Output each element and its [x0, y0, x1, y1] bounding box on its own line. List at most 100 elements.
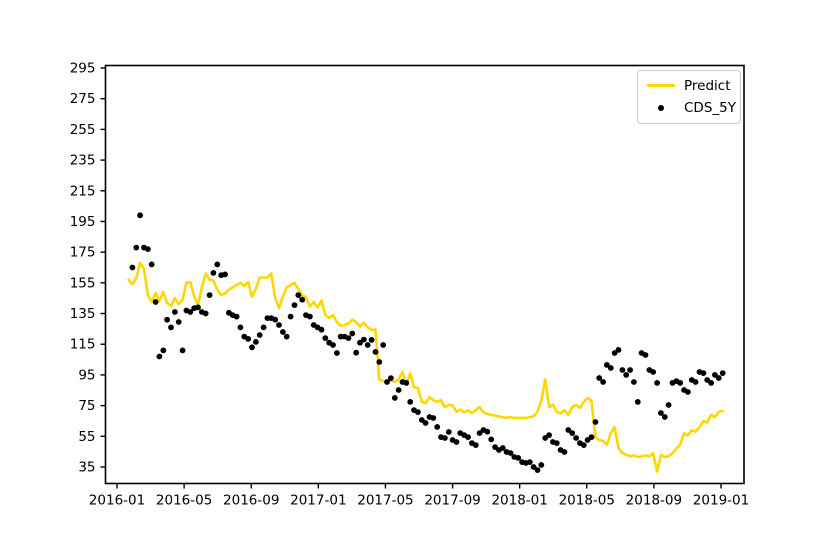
cds5y-dot [546, 432, 552, 438]
cds5y-dot [222, 271, 228, 278]
cds5y-dot [615, 347, 622, 353]
cds5y-dot [291, 302, 298, 308]
cds5y-dot [391, 395, 398, 401]
cds5y-dot [526, 459, 533, 465]
y-tick-label: 75 [78, 398, 95, 414]
cds5y-dot [611, 350, 618, 356]
cds5y-dot [565, 427, 572, 433]
cds5y-dot [133, 244, 140, 251]
cds5y-dot [210, 270, 217, 276]
x-tick-label: 2016-09 [223, 493, 279, 509]
cds5y-dot [650, 369, 657, 375]
cds5y-dot [700, 370, 707, 376]
y-tick-label: 35 [78, 460, 95, 476]
cds5y-dot [280, 329, 286, 335]
x-tick-label: 2018-01 [491, 493, 547, 509]
cds5y-dot [137, 212, 144, 219]
cds5y-dot [276, 322, 282, 328]
cds5y-dot [349, 330, 356, 337]
cds5y-dot [295, 292, 302, 298]
cds5y-dot [530, 464, 537, 470]
y-tick-label: 115 [70, 337, 96, 353]
x-tick-label: 2016-05 [156, 493, 212, 509]
cds5y-dot [145, 246, 151, 253]
cds5y-dot [592, 419, 599, 425]
cds5y-dot [665, 402, 672, 408]
cds5y-dot [465, 434, 471, 440]
y-tick-label: 215 [70, 183, 96, 199]
cds5y-dot [415, 409, 421, 415]
x-tick-label: 2016-01 [89, 493, 145, 509]
cds5y-dot [260, 324, 267, 331]
cds5y-dot [195, 304, 201, 311]
cds5y-dot [168, 324, 174, 331]
cds5y-dot [600, 379, 606, 385]
y-tick-label: 55 [78, 429, 95, 445]
y-tick-label: 135 [70, 306, 96, 322]
x-tick-label: 2017-05 [357, 493, 413, 509]
cds5y-dot [607, 365, 614, 371]
legend-label-cds5y: CDS_5Y [684, 99, 736, 116]
cds5y-dot [604, 362, 610, 368]
cds5y-dot [179, 347, 186, 354]
cds5y-dot [453, 439, 460, 445]
cds5y-dot [249, 344, 255, 351]
cds5y-dot [708, 380, 714, 386]
x-tick-label: 2018-05 [559, 493, 615, 509]
cds5y-dot [534, 467, 541, 473]
cds5y-dot [642, 352, 649, 358]
y-tick-label: 95 [78, 367, 95, 383]
cds5y-dot [202, 310, 209, 317]
cds5y-dot [499, 445, 506, 451]
cds5y-dot [395, 387, 402, 393]
cds5y-dot [430, 415, 437, 421]
cds5y-dot [488, 436, 495, 443]
cds5y-dot [322, 335, 329, 341]
cds5y-dot [553, 440, 560, 446]
cds5y-dot [164, 316, 171, 323]
cds5y-dot [175, 319, 182, 325]
predict-line-swatch-box [647, 83, 675, 88]
legend-item-cds5y: CDS_5Y [647, 98, 736, 117]
cds5y-dot-swatch-box [647, 104, 675, 111]
cds5y-dot [345, 335, 352, 341]
y-tick-label: 195 [70, 214, 96, 230]
y-tick-label: 155 [70, 275, 96, 291]
cds5y-dot [596, 375, 603, 381]
y-tick-label: 275 [70, 91, 96, 107]
cds5y-dot [245, 336, 252, 342]
cds5y-dot-icon [658, 104, 664, 111]
cds5y-dot [580, 442, 587, 448]
y-tick-label: 235 [70, 153, 96, 169]
cds5y-dot [476, 430, 483, 436]
cds5y-dot [538, 462, 545, 468]
cds5y-dot [299, 296, 306, 303]
cds5y-dot [172, 309, 178, 315]
cds5y-dot [712, 372, 718, 378]
axes-frame [104, 64, 745, 485]
legend: Predict CDS_5Y [637, 70, 741, 124]
cds5y-dot [287, 313, 294, 320]
cds5y-dot [661, 414, 668, 420]
cds5y-dot [233, 313, 240, 320]
cds5y-dot [634, 399, 641, 405]
cds5y-dot [561, 449, 568, 455]
cds5y-dot [361, 336, 367, 343]
legend-item-predict: Predict [647, 76, 731, 95]
cds5y-dot [445, 429, 452, 435]
predict-line [127, 261, 725, 473]
cds5y-dot [368, 337, 375, 343]
predict-line-icon [647, 83, 675, 88]
cds5y-dot [588, 434, 595, 440]
cds5y-dot [677, 380, 684, 386]
cds5y-dot [692, 379, 699, 385]
cds5y-dot [318, 326, 325, 333]
cds5y-dot [442, 435, 448, 441]
cds5y-dot [372, 349, 379, 355]
y-tick-label: 295 [70, 61, 96, 77]
cds5y-dot [715, 375, 722, 381]
x-tick-label: 2017-09 [424, 493, 480, 509]
cds5y-dot [434, 424, 441, 430]
cds5y-dot [654, 380, 660, 386]
